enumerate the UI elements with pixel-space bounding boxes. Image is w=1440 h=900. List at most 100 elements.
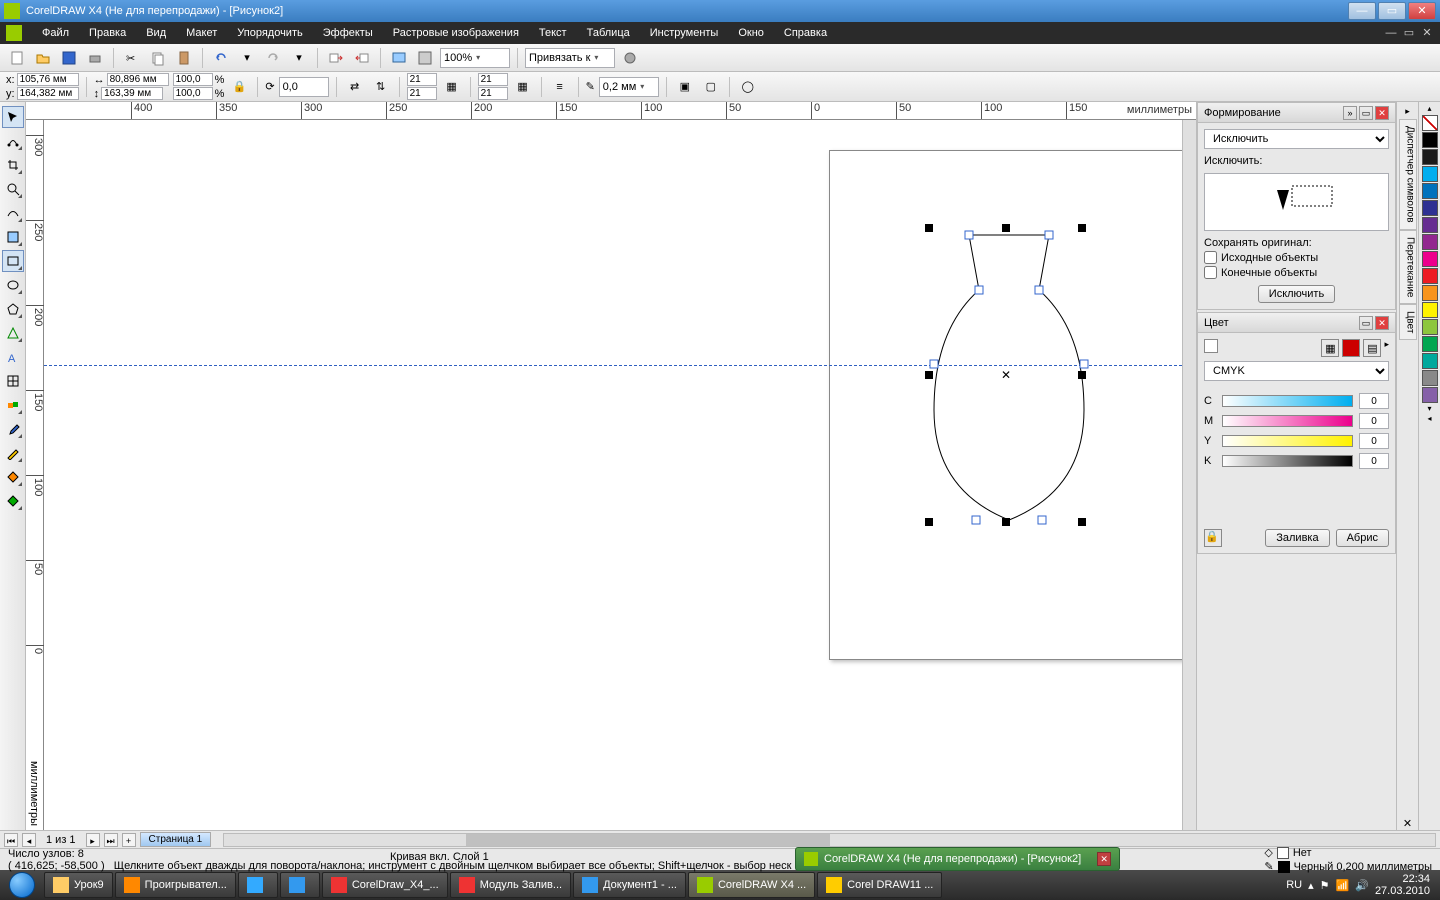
open-button[interactable] xyxy=(32,47,54,69)
tray-icon[interactable]: ▴ xyxy=(1308,879,1314,892)
taskbar-task[interactable] xyxy=(280,872,320,898)
mirror-h-button[interactable]: ⇄ xyxy=(344,76,366,98)
tooltip-close[interactable]: ✕ xyxy=(1097,852,1111,866)
ellipse-tool[interactable] xyxy=(2,274,24,296)
palette-swatch[interactable] xyxy=(1422,200,1438,216)
spin-1a[interactable] xyxy=(407,73,437,86)
taskbar-task[interactable]: Урок9 xyxy=(44,872,113,898)
import-button[interactable] xyxy=(325,47,347,69)
docker-tab[interactable]: Перетекание xyxy=(1399,230,1417,304)
palette-swatch[interactable] xyxy=(1422,166,1438,182)
to-front-button[interactable]: ▣ xyxy=(674,76,696,98)
menu-растровые изображения[interactable]: Растровые изображения xyxy=(383,24,529,42)
selection-handle[interactable] xyxy=(925,518,933,526)
docker-tab[interactable]: Диспетчер символов xyxy=(1399,119,1417,230)
docker-tab-menu[interactable]: ▸ xyxy=(1405,106,1410,117)
taskbar-task[interactable]: Corel DRAW11 ... xyxy=(817,872,942,898)
vase-object[interactable] xyxy=(44,120,1182,830)
color-model-select[interactable]: CMYK xyxy=(1204,361,1389,381)
page-tab-1[interactable]: Страница 1 xyxy=(140,832,212,847)
palette-swatch[interactable] xyxy=(1422,285,1438,301)
add-page[interactable]: + xyxy=(122,833,136,847)
vscrollbar[interactable] xyxy=(1182,120,1196,830)
menu-справка[interactable]: Справка xyxy=(774,24,837,42)
rectangle-tool[interactable] xyxy=(2,250,24,272)
y-input[interactable] xyxy=(17,87,79,100)
mdi-restore[interactable]: ▭ xyxy=(1402,26,1416,40)
palette-swatch[interactable] xyxy=(1422,353,1438,369)
menu-эффекты[interactable]: Эффекты xyxy=(313,24,383,42)
target-objects-check[interactable]: Конечные объекты xyxy=(1204,266,1389,279)
undo-button[interactable] xyxy=(210,47,232,69)
docker-close[interactable]: ✕ xyxy=(1375,316,1389,330)
menu-файл[interactable]: Файл xyxy=(32,24,79,42)
palette-swatch[interactable] xyxy=(1422,115,1438,131)
scale-x-input[interactable] xyxy=(173,73,213,86)
palette-swatch[interactable] xyxy=(1422,370,1438,386)
docker-tab-close[interactable]: ✕ xyxy=(1403,817,1412,830)
minimize-button[interactable]: — xyxy=(1348,2,1376,20)
black-slider[interactable] xyxy=(1222,455,1353,467)
zoom-combo[interactable]: 100% xyxy=(440,48,510,68)
taskbar-task[interactable]: Проигрывател... xyxy=(115,872,236,898)
menu-окно[interactable]: Окно xyxy=(728,24,774,42)
menu-правка[interactable]: Правка xyxy=(79,24,136,42)
palette-swatch[interactable] xyxy=(1422,387,1438,403)
spin-icon-2[interactable]: ▦ xyxy=(512,76,534,98)
docker-tab[interactable]: Цвет xyxy=(1399,304,1417,340)
to-back-button[interactable]: ▢ xyxy=(700,76,722,98)
undo-dd[interactable]: ▾ xyxy=(236,47,258,69)
menu-таблица[interactable]: Таблица xyxy=(577,24,640,42)
magenta-slider[interactable] xyxy=(1222,415,1353,427)
zoom-tool[interactable] xyxy=(2,178,24,200)
basic-shapes-tool[interactable] xyxy=(2,322,24,344)
lock-ratio-button[interactable]: 🔒 xyxy=(228,76,250,98)
menu-вид[interactable]: Вид xyxy=(136,24,176,42)
color-menu[interactable]: ▸ xyxy=(1384,339,1389,357)
mdi-minimize[interactable]: — xyxy=(1384,26,1398,40)
palette-swatch[interactable] xyxy=(1422,234,1438,250)
taskbar-task[interactable] xyxy=(238,872,278,898)
palette-down[interactable]: ▾ xyxy=(1423,404,1437,414)
fill-tool[interactable] xyxy=(2,466,24,488)
screen-button[interactable] xyxy=(388,47,410,69)
spin-1b[interactable] xyxy=(407,87,437,100)
palette-swatch[interactable] xyxy=(1422,132,1438,148)
outline-width-combo[interactable]: 0,2 мм xyxy=(599,77,659,97)
palette-swatch[interactable] xyxy=(1422,268,1438,284)
palette-swatch[interactable] xyxy=(1422,217,1438,233)
color-tab-2[interactable] xyxy=(1342,339,1360,357)
save-button[interactable] xyxy=(58,47,80,69)
language-indicator[interactable]: RU xyxy=(1286,879,1302,891)
taskbar-task[interactable]: Модуль Залив... xyxy=(450,872,571,898)
palette-flyout[interactable]: ◂ xyxy=(1423,414,1437,424)
eyedropper-tool[interactable] xyxy=(2,418,24,440)
source-objects-check[interactable]: Исходные объекты xyxy=(1204,251,1389,264)
export-button[interactable] xyxy=(351,47,373,69)
interactive-fill-tool[interactable] xyxy=(2,490,24,512)
color-tab-1[interactable]: ▦ xyxy=(1321,339,1339,357)
tray-flag-icon[interactable]: ⚑ xyxy=(1320,879,1330,892)
rotation-input[interactable] xyxy=(279,77,329,97)
snap-combo[interactable]: Привязать к xyxy=(525,48,615,68)
fill-button[interactable]: Заливка xyxy=(1265,529,1329,547)
spin-2b[interactable] xyxy=(478,87,508,100)
table-tool[interactable] xyxy=(2,370,24,392)
ruler-horizontal[interactable]: 40035030025020015010050050100150 миллиме… xyxy=(26,102,1196,120)
menu-упорядочить[interactable]: Упорядочить xyxy=(227,24,312,42)
prev-page[interactable]: ◂ xyxy=(22,833,36,847)
start-button[interactable] xyxy=(2,870,42,900)
clock[interactable]: 22:34 27.03.2010 xyxy=(1375,873,1430,897)
copy-button[interactable] xyxy=(147,47,169,69)
menu-текст[interactable]: Текст xyxy=(529,24,577,42)
freehand-tool[interactable] xyxy=(2,202,24,224)
spin-icon-1[interactable]: ▦ xyxy=(441,76,463,98)
app-button[interactable] xyxy=(414,47,436,69)
canvas[interactable]: ✕ xyxy=(44,120,1182,830)
taskbar-task[interactable]: CorelDRAW X4 ... xyxy=(688,872,815,898)
first-page[interactable]: ⏮ xyxy=(4,833,18,847)
selection-handle[interactable] xyxy=(1078,518,1086,526)
new-button[interactable] xyxy=(6,47,28,69)
hscrollbar[interactable] xyxy=(223,833,1436,847)
menu-макет[interactable]: Макет xyxy=(176,24,227,42)
